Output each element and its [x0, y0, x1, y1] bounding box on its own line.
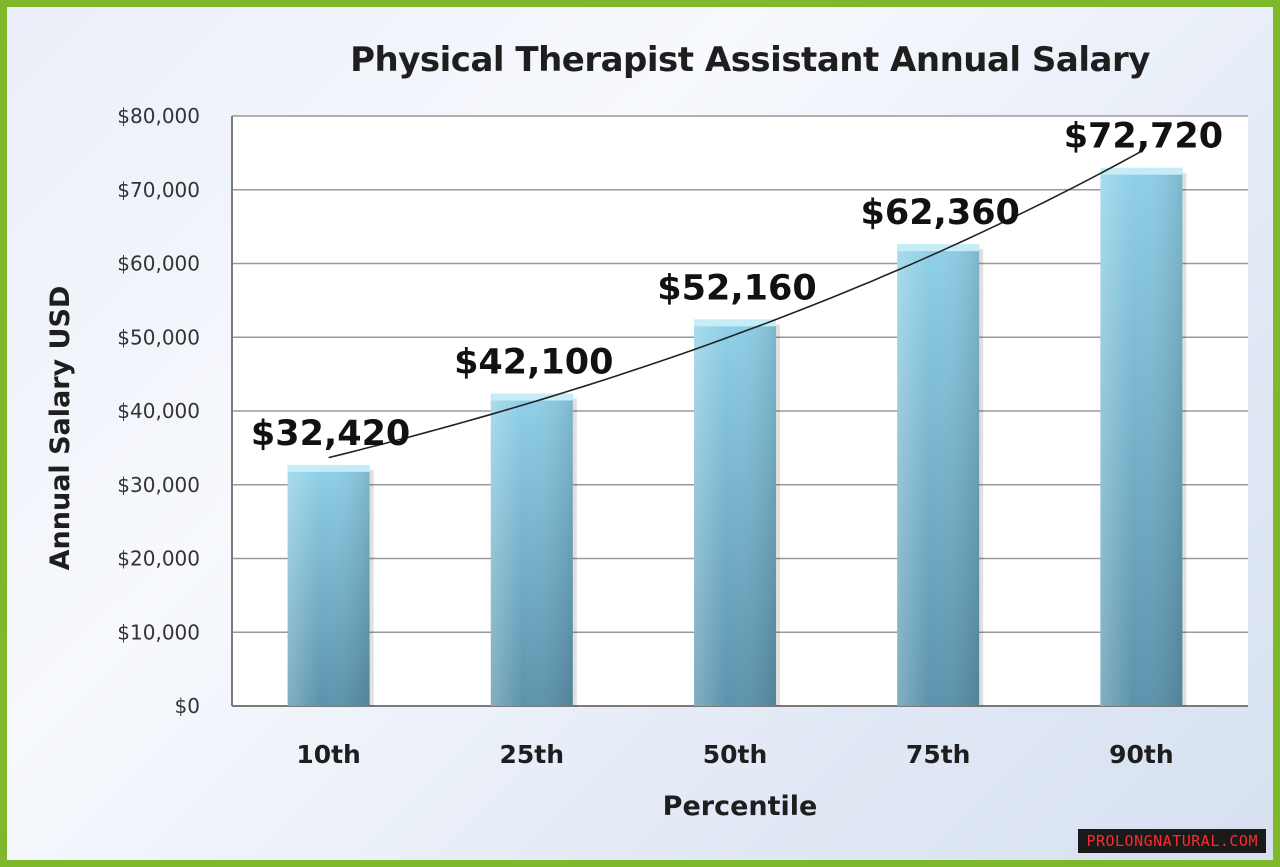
x-tick-label: 75th	[906, 740, 971, 769]
bar-sheen	[694, 321, 776, 706]
bars	[287, 167, 1187, 706]
y-tick-label: $10,000	[117, 620, 200, 644]
data-label: $52,160	[657, 268, 816, 308]
bar-cap	[694, 319, 776, 327]
watermark: PROLONGNATURAL.COM	[1078, 829, 1266, 853]
x-tick-label: 90th	[1109, 740, 1174, 769]
bar-cap	[287, 464, 370, 472]
bar-cap	[1100, 167, 1183, 175]
y-tick-label: $0	[175, 694, 200, 718]
data-labels: $32,420 $42,100 $52,160 $62,360 $72,720	[251, 117, 1223, 454]
data-label: $42,100	[454, 343, 613, 383]
bar-cap	[490, 393, 573, 401]
x-axis-label: Percentile	[663, 791, 818, 822]
y-tick-label: $40,000	[117, 399, 200, 423]
y-axis-ticks: $0 $10,000 $20,000 $30,000 $40,000 $50,000 $60…	[117, 104, 200, 718]
data-label: $62,360	[860, 193, 1019, 233]
data-label: $32,420	[251, 414, 410, 454]
bar-sheen	[897, 246, 980, 706]
bar-sheen	[1100, 169, 1183, 706]
y-tick-label: $60,000	[117, 252, 200, 276]
y-axis-label: Annual Salary USD	[45, 286, 76, 571]
y-tick-label: $30,000	[117, 473, 200, 497]
y-tick-label: $50,000	[117, 325, 200, 349]
bar-sheen	[490, 395, 573, 706]
bar-sheen	[287, 466, 370, 706]
x-tick-label: 25th	[500, 740, 565, 769]
bar	[1100, 167, 1187, 706]
y-tick-label: $80,000	[117, 104, 200, 128]
x-axis-ticks: 10th 25th 50th 75th 90th	[296, 740, 1173, 769]
x-tick-label: 50th	[703, 740, 768, 769]
trend-line	[328, 150, 1142, 459]
data-label: $72,720	[1064, 117, 1223, 157]
x-tick-label: 10th	[296, 740, 361, 769]
bar	[897, 244, 984, 706]
bar-cap	[897, 244, 980, 252]
chart-title: Physical Therapist Assistant Annual Sala…	[350, 40, 1150, 80]
trendline	[328, 150, 1142, 459]
y-tick-label: $20,000	[117, 547, 200, 571]
y-tick-label: $70,000	[117, 178, 200, 202]
bar	[490, 393, 577, 706]
bar	[694, 319, 780, 706]
bar	[287, 464, 374, 706]
